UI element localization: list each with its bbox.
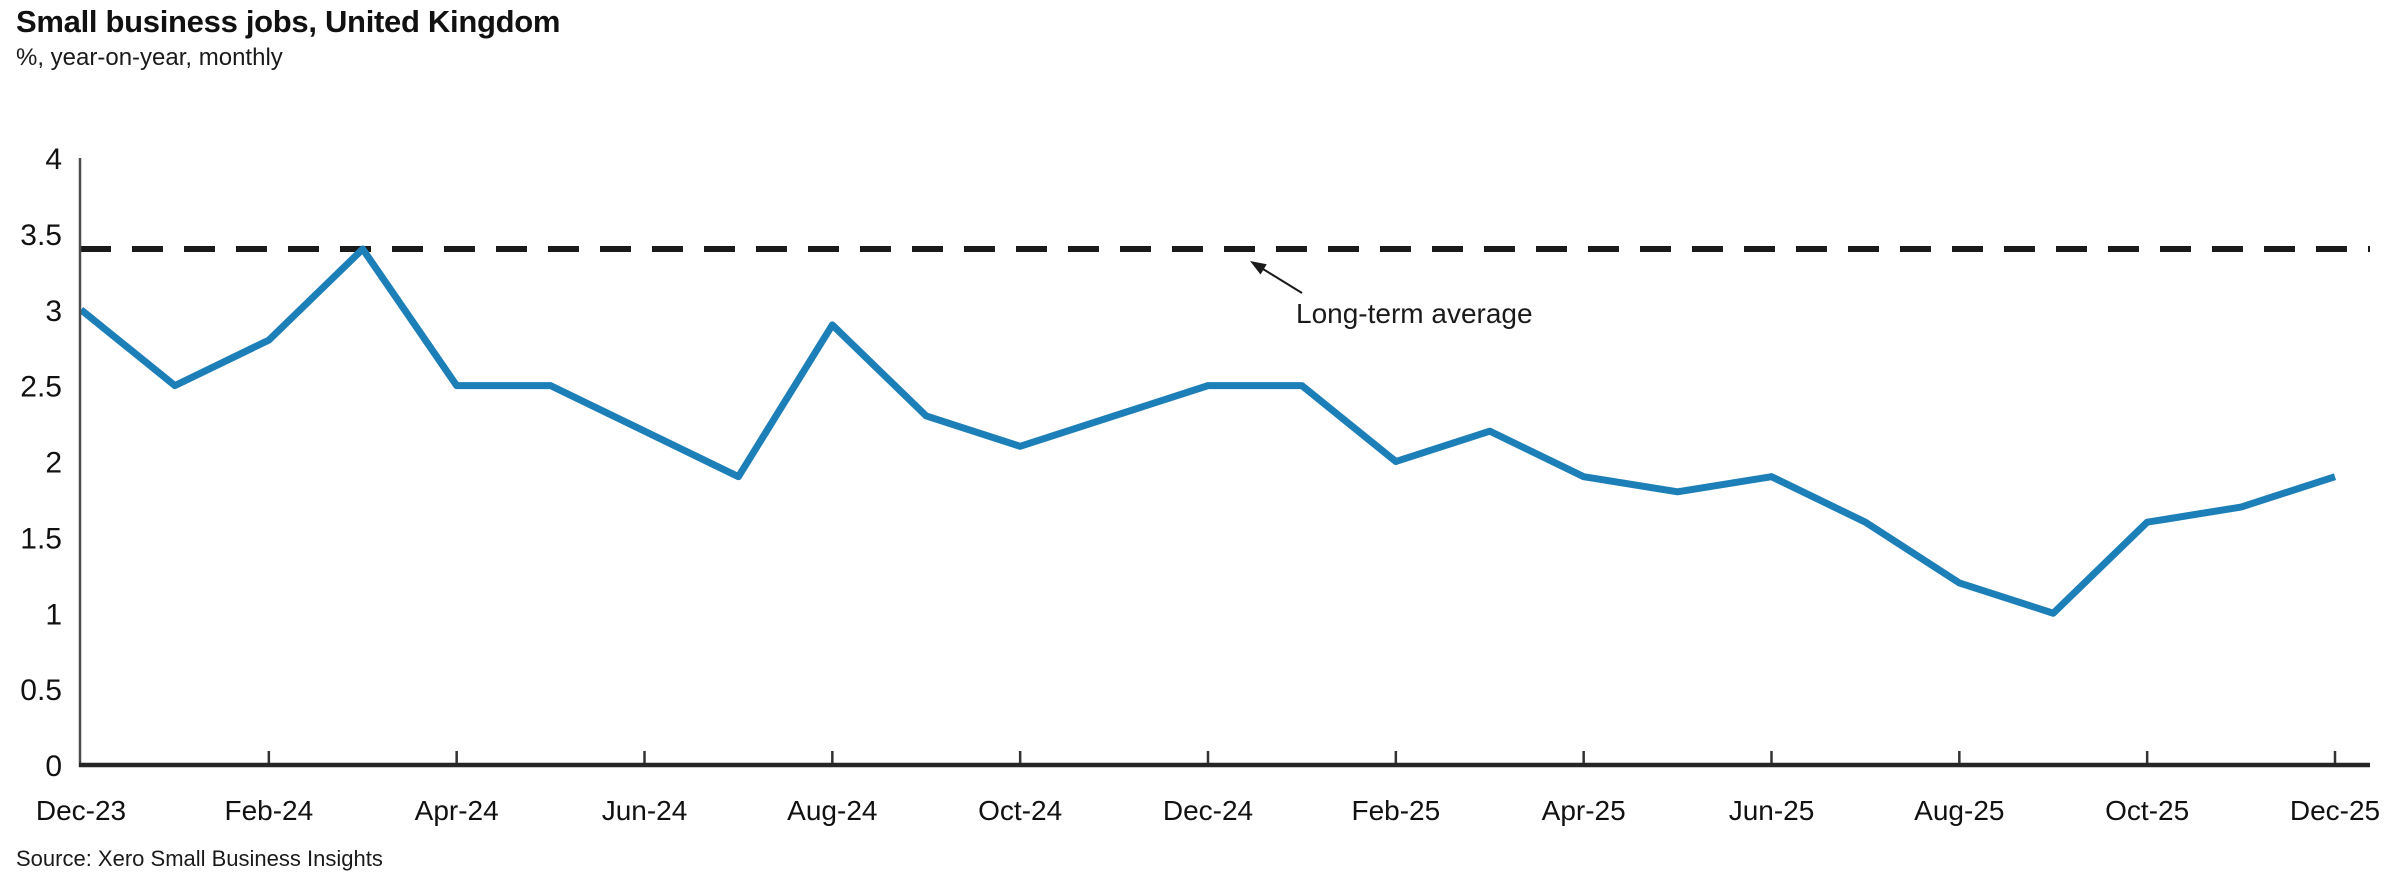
annotation-arrow-icon [1250, 261, 1267, 275]
y-axis-label: 0.5 [20, 674, 62, 707]
x-axis-label: Oct-24 [978, 795, 1062, 826]
x-axis-label: Feb-24 [224, 795, 313, 826]
y-axis-label: 4 [45, 143, 62, 176]
data-line [78, 245, 2337, 617]
x-axis-label: Aug-24 [787, 795, 877, 826]
x-axis-label: Apr-25 [1542, 795, 1626, 826]
x-axis-label: Dec-25 [2290, 795, 2380, 826]
x-axis-label: Oct-25 [2105, 795, 2189, 826]
y-axis-label: 3 [45, 295, 62, 328]
y-axis-label: 1.5 [20, 522, 62, 555]
y-axis-label: 3.5 [20, 219, 62, 252]
x-axis-label: Apr-24 [415, 795, 499, 826]
y-axis-label: 2.5 [20, 371, 62, 404]
page-title: Small business jobs, United Kingdom [16, 4, 561, 39]
long-term-average-label: Long-term average [1296, 298, 1533, 329]
source-note: Source: Xero Small Business Insights [16, 846, 383, 871]
y-axis-label: 0 [45, 750, 62, 783]
x-axis-label: Feb-25 [1351, 795, 1440, 826]
x-axis-label: Dec-24 [1163, 795, 1253, 826]
annotation-arrow-line [1262, 268, 1303, 294]
x-axis-label: Dec-23 [36, 795, 126, 826]
x-axis-label: Jun-25 [1729, 795, 1815, 826]
chart-subtitle: %, year-on-year, monthly [16, 44, 283, 71]
y-axis-label: 2 [45, 447, 62, 480]
x-axis-label: Jun-24 [602, 795, 688, 826]
y-axis-label: 1 [45, 598, 62, 631]
x-axis-label: Aug-25 [1914, 795, 2004, 826]
